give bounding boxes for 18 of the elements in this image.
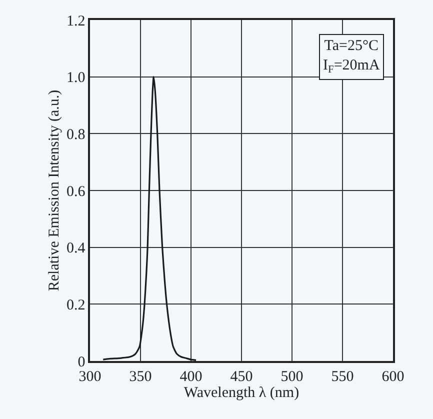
annotation: Ta=25°C — [324, 38, 379, 54]
x-tick-label: 450 — [230, 368, 253, 385]
x-tick-label: 300 — [78, 368, 102, 385]
x-axis-title: Wavelength λ (nm) — [184, 384, 300, 401]
x-tick-label: 400 — [180, 368, 202, 385]
x-tick-label: 550 — [331, 368, 354, 385]
y-tick-label: 0.2 — [66, 297, 86, 314]
x-tick-label: 350 — [129, 368, 152, 385]
y-tick-label: 0.8 — [66, 126, 86, 143]
y-tick-label: 0.4 — [66, 240, 86, 257]
y-tick-label: 1.2 — [66, 13, 86, 30]
y-tick-label: 0 — [78, 354, 86, 370]
x-tick-label: 500 — [280, 368, 304, 385]
y-tick-label: 0.6 — [66, 184, 86, 200]
x-tick-label: 600 — [382, 368, 404, 385]
annotation: I$_{F}$=20mA — [323, 58, 380, 76]
y-axis-title: Relative Emission Intensity (a.u.) — [46, 90, 62, 292]
y-tick-label: 1.0 — [66, 70, 86, 86]
